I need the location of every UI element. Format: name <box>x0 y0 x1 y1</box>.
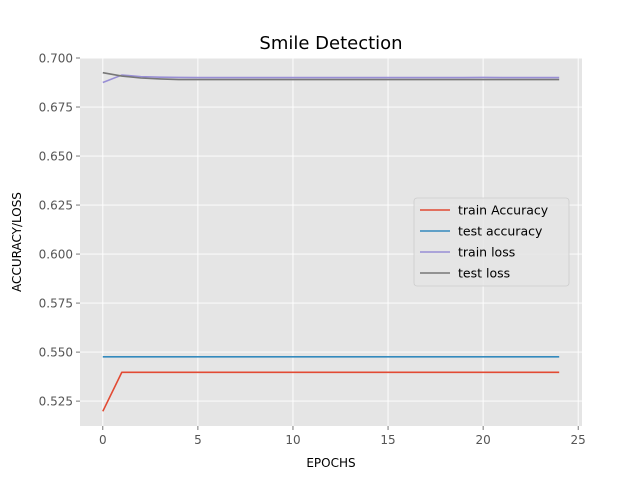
legend: train Accuracy test accuracy train loss t… <box>413 197 570 287</box>
x-tick-label: 15 <box>380 433 395 447</box>
y-axis-ticks: 0.525 0.550 0.575 0.600 0.625 0.650 0.675 0.700 <box>39 52 80 409</box>
y-tick-label: 0.675 <box>39 101 73 115</box>
x-tick-label: 10 <box>285 433 300 447</box>
legend-label: train loss <box>458 245 515 260</box>
legend-label: test accuracy <box>458 224 543 239</box>
legend-box <box>413 197 570 287</box>
series-line-3 <box>102 71 560 81</box>
y-tick-label: 0.700 <box>39 52 73 66</box>
y-tick-label: 0.625 <box>39 199 73 213</box>
x-tick-label: 0 <box>99 433 107 447</box>
y-tick-label: 0.575 <box>39 297 73 311</box>
y-tick-label: 0.525 <box>39 395 73 409</box>
x-tick-label: 25 <box>571 433 586 447</box>
x-axis-ticks: 0 5 10 15 20 25 <box>99 426 586 447</box>
y-axis-label: ACCURACY/LOSS <box>10 192 24 292</box>
legend-label: test loss <box>458 266 510 281</box>
series-lines <box>102 71 560 412</box>
y-tick-label: 0.550 <box>39 346 73 360</box>
legend-label: train Accuracy <box>458 203 549 218</box>
series-line-2 <box>102 74 560 84</box>
x-axis-label: EPOCHS <box>306 456 355 470</box>
x-tick-label: 5 <box>194 433 202 447</box>
y-tick-label: 0.600 <box>39 248 73 262</box>
y-tick-label: 0.650 <box>39 150 73 164</box>
chart-title: Smile Detection <box>259 33 402 54</box>
series-line-0 <box>102 371 560 412</box>
x-tick-label: 20 <box>475 433 490 447</box>
